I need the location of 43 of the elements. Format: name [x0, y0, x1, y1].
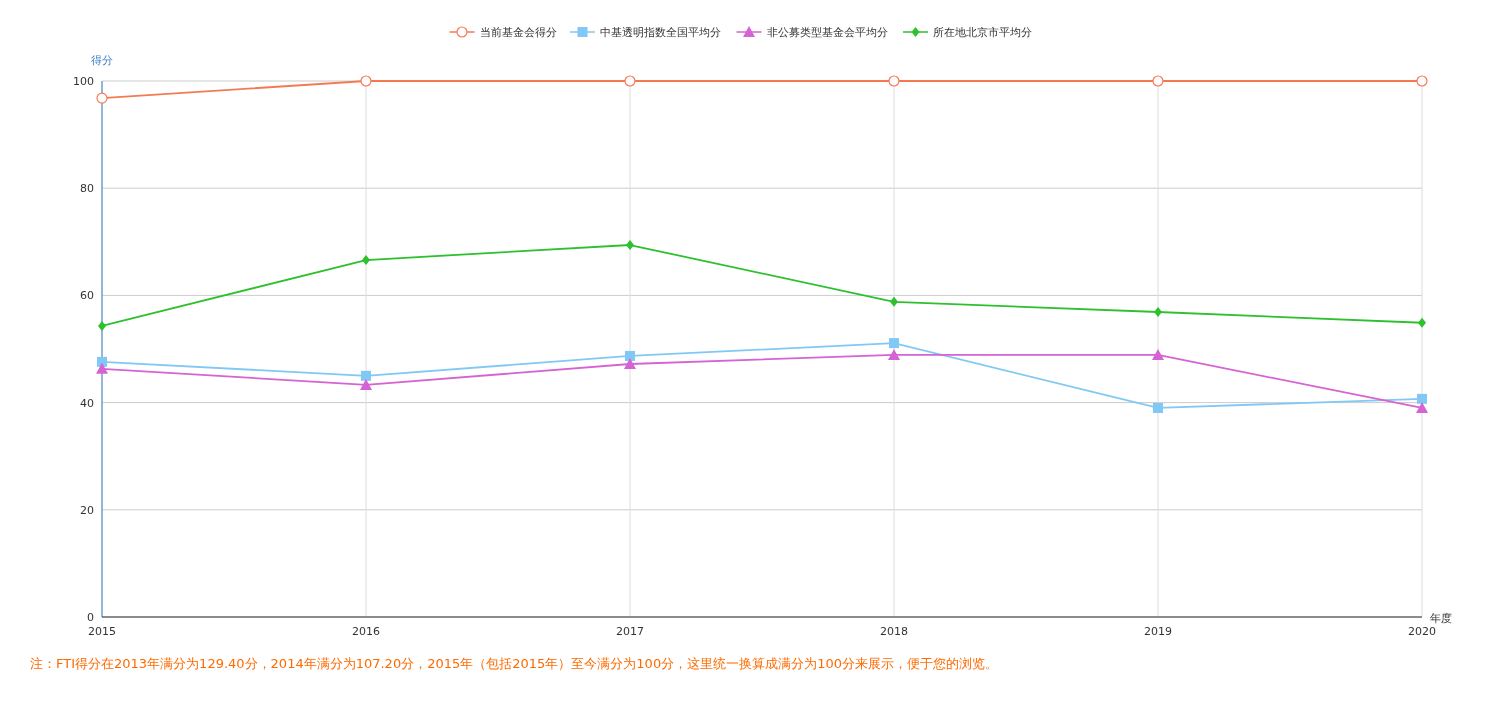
- point: [1153, 402, 1163, 413]
- x-axis-title: 年度: [1430, 612, 1452, 625]
- x-tick-label: 2016: [352, 625, 380, 638]
- point: [1418, 317, 1426, 328]
- legend-label: 非公募类型基金会平均分: [766, 26, 888, 39]
- x-tick-label: 2015: [88, 625, 116, 638]
- point: [624, 358, 636, 370]
- legend-label: 当前基金会得分: [479, 26, 557, 39]
- x-tick-label: 2017: [616, 625, 644, 638]
- point: [360, 378, 372, 390]
- y-tick-label: 0: [87, 611, 94, 624]
- point: [625, 350, 635, 361]
- point: [1152, 348, 1164, 360]
- point: [1416, 401, 1428, 413]
- point: [97, 356, 107, 367]
- y-tick-label: 100: [73, 75, 94, 88]
- point: [98, 320, 106, 331]
- x-tick-label: 2020: [1408, 625, 1436, 638]
- y-tick-label: 40: [80, 396, 94, 410]
- point: [1416, 75, 1428, 87]
- y-tick-label: 80: [80, 182, 94, 196]
- y-tick-label: 60: [80, 289, 94, 303]
- point: [96, 362, 108, 374]
- legend-label: 中基透明指数全国平均分: [600, 26, 721, 39]
- point: [626, 240, 634, 251]
- point: [360, 75, 372, 87]
- point: [362, 255, 370, 266]
- text: 注：FTI得分在2013年满分为129.40分，2014年满分为107.20分，2015年（包括2015年）至今满分为100分，这里统一换算成满分为100分来展示，便于您的浏览。: [30, 656, 998, 671]
- point: [888, 75, 900, 87]
- x-tick-label: 2018: [880, 625, 908, 638]
- point: [624, 75, 636, 87]
- point: [890, 296, 898, 307]
- point: [1154, 307, 1162, 318]
- point: [96, 92, 108, 104]
- y-axis-title: 得分: [91, 54, 113, 67]
- point: [361, 370, 371, 381]
- x-tick-label: 2019: [1144, 625, 1172, 638]
- legend-label: 所在地北京市平均分: [933, 26, 1032, 39]
- point: [1417, 393, 1427, 404]
- point: [888, 348, 900, 360]
- point: [889, 338, 899, 349]
- y-tick-label: 20: [80, 503, 94, 517]
- point: [1152, 75, 1164, 87]
